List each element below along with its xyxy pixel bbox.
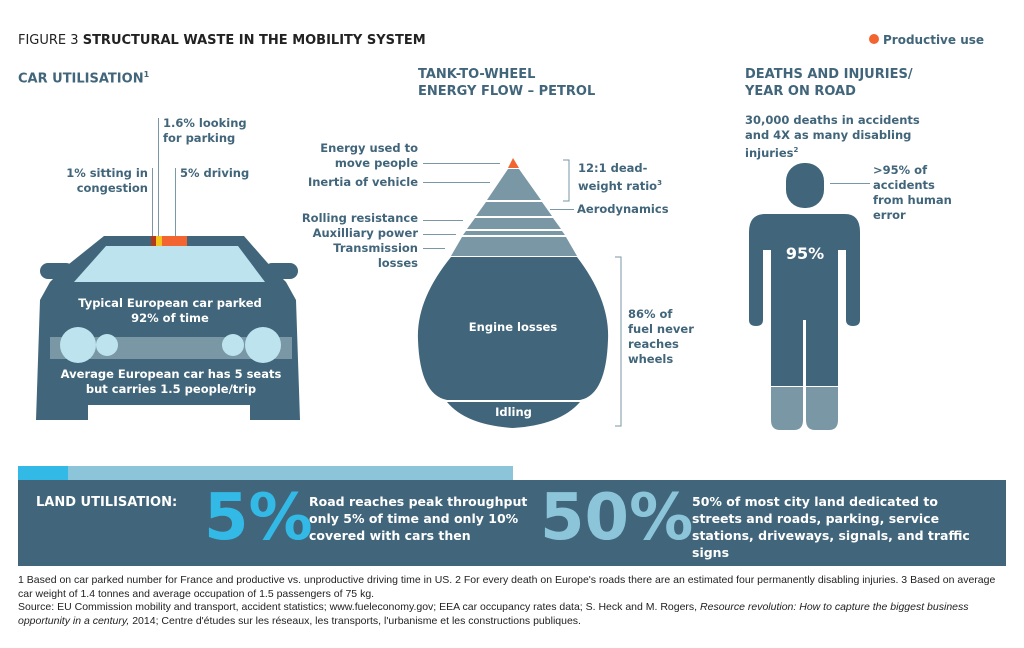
- rolling-resistance-label: Rolling resistance: [301, 211, 418, 225]
- legend-label: Productive use: [883, 33, 985, 47]
- energy-heading: TANK-TO-WHEEL ENERGY FLOW – PETROL: [418, 67, 596, 99]
- land-bar-50pct: [68, 466, 513, 480]
- deaths-heading: DEATHS AND INJURIES/YEAR ON ROAD: [745, 67, 913, 99]
- car-utilisation-heading: CAR UTILISATION1: [18, 70, 150, 87]
- fuel-never-reaches-label: 86% of fuel never reaches wheels: [628, 307, 694, 366]
- land-text-1: Road reaches peak throughput only 5% of …: [309, 494, 528, 543]
- aerodynamics-label: Aerodynamics: [577, 202, 669, 216]
- engine-losses-label: Engine losses: [468, 320, 558, 334]
- land-utilisation-panel: [18, 480, 1006, 566]
- move-people-label: Energy used to move people: [320, 141, 418, 170]
- land-bar-5pct: [18, 466, 68, 480]
- person-pct-label: 95%: [785, 244, 825, 263]
- footnotes: 1 Based on car parked number for France …: [18, 574, 1008, 628]
- seats-text: Average European car has 5 seats but carr…: [60, 367, 282, 396]
- land-text-2: 50% of most city land dedicated to stree…: [692, 494, 970, 560]
- figure-heading: STRUCTURAL WASTE IN THE MOBILITY SYSTEM: [82, 33, 426, 48]
- figure-title: FIGURE 3 STRUCTURAL WASTE IN THE MOBILIT…: [18, 33, 426, 48]
- auxiliary-power-label: Auxilliary power: [312, 226, 418, 240]
- land-utilisation-label: LAND UTILISATION:: [36, 495, 178, 510]
- congestion-label: 1% sitting in congestion: [66, 166, 148, 195]
- big-5pct: 5%: [204, 481, 313, 555]
- driving-label: 5% driving: [180, 166, 250, 180]
- big-50pct: 50%: [540, 481, 694, 555]
- parked-text: Typical European car parked 92% of time: [78, 296, 262, 325]
- looking-parking-label: 1.6% looking for parking: [163, 116, 247, 145]
- source: Source: EU Commission mobility and trans…: [18, 601, 969, 627]
- human-error-label: >95% of accidents from human error: [873, 163, 952, 222]
- idling-label: Idling: [495, 405, 532, 419]
- transmission-label: Transmission losses: [333, 241, 418, 270]
- figure-number: FIGURE 3: [18, 33, 79, 48]
- legend: Productive use: [869, 33, 984, 47]
- deaths-stat: 30,000 deaths in accidents and 4X as man…: [745, 113, 920, 160]
- inertia-label: Inertia of vehicle: [307, 175, 418, 189]
- deadweight-label: 12:1 dead-weight ratio3: [578, 161, 662, 193]
- footnote-1-3: 1 Based on car parked number for France …: [18, 574, 996, 600]
- productive-use-dot-icon: [869, 34, 879, 44]
